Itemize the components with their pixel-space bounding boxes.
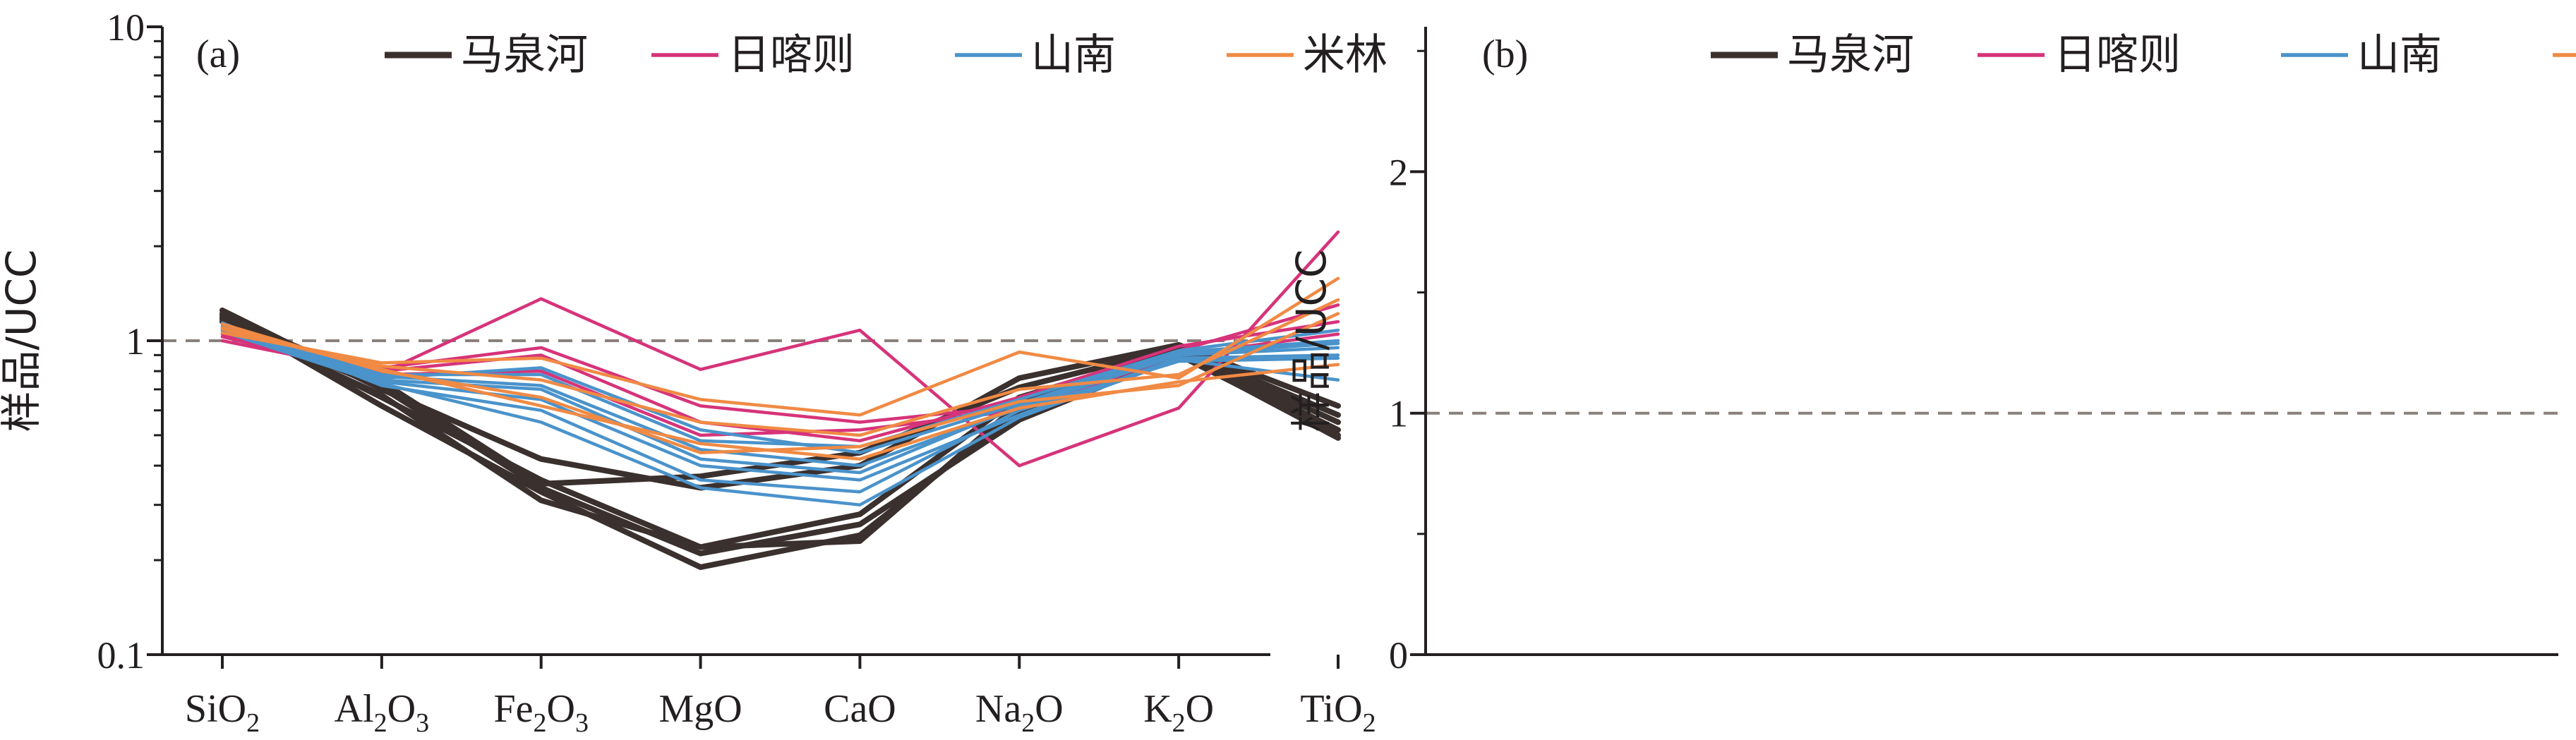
panel-label: (b): [1482, 32, 1528, 76]
y-tick-label: 0.1: [97, 634, 145, 677]
x-tick-text: O: [387, 687, 416, 731]
y-axis-label: 样品/UCC: [0, 250, 45, 432]
legend-item: 马泉河: [1711, 30, 1914, 80]
x-tick-subscript: 2: [374, 708, 387, 738]
x-tick-label: SiO2: [185, 687, 260, 738]
x-tick-text: O: [1186, 687, 1214, 731]
legend-item: 山南: [2281, 30, 2442, 80]
x-tick-label: CaO: [824, 687, 896, 731]
x-tick-text: TiO: [1300, 687, 1362, 731]
x-tick-text: Na: [975, 687, 1021, 731]
y-tick-label: 10: [107, 6, 145, 49]
y-tick-label: 1: [126, 320, 145, 363]
x-tick-subscript: 2: [246, 708, 260, 738]
x-tick-label: Fe2O3: [493, 687, 588, 738]
x-tick-label: TiO2: [1300, 687, 1376, 738]
legend-item: 日喀则: [651, 30, 855, 80]
x-tick-subscript: 3: [575, 708, 589, 738]
legend-item: 米林: [2553, 53, 2576, 57]
x-tick-text: CaO: [824, 687, 896, 731]
legend-item: 日喀则: [1978, 30, 2181, 80]
series-line: [220, 277, 1340, 417]
legend: 马泉河 日喀则 山南 米林: [385, 30, 1388, 80]
x-tick-text: SiO: [185, 687, 246, 731]
x-tick-subscript: 3: [416, 708, 429, 738]
series-line: [220, 327, 1340, 475]
legend-item: 山南: [955, 30, 1116, 80]
series-line: [220, 298, 1340, 437]
series-line: [220, 329, 1340, 507]
x-tick-text: O: [546, 687, 574, 731]
legend-label: 山南: [2357, 30, 2442, 80]
legend-label: 日喀则: [2054, 30, 2181, 80]
y-tick-label: 1: [1389, 393, 1408, 435]
x-tick-text: K: [1143, 687, 1172, 731]
legend-item: 米林: [1227, 30, 1388, 80]
legend-label: 马泉河: [461, 30, 588, 80]
x-tick-label: K2O: [1143, 687, 1214, 738]
series-line: [220, 326, 1340, 461]
legend-label: 山南: [1031, 30, 1116, 80]
x-tick-label: Al2O3: [335, 687, 429, 738]
x-tick-subscript: 2: [533, 708, 546, 738]
y-tick-label: 2: [1389, 151, 1408, 193]
x-tick-text: Fe: [493, 687, 533, 731]
legend-item: 马泉河: [385, 30, 588, 80]
x-tick-label: Na2O: [975, 687, 1064, 738]
series-group: [219, 230, 1341, 570]
y-axis-label: 样品/UCC: [1287, 250, 1335, 432]
x-tick-subscript: 2: [1172, 708, 1186, 738]
legend-label: 日喀则: [728, 30, 855, 80]
x-tick-text: Al: [335, 687, 374, 731]
x-tick-label: MgO: [658, 687, 742, 731]
y-tick-label: 0: [1389, 634, 1408, 677]
legend-label: 马泉河: [1787, 30, 1914, 80]
legend: 马泉河 日喀则 山南 米林: [1711, 30, 2576, 80]
x-tick-text: MgO: [658, 687, 742, 731]
x-tick-text: O: [1035, 687, 1063, 731]
panel-label: (a): [196, 32, 240, 76]
x-tick-subscript: 2: [1363, 708, 1376, 738]
legend-label: 米林: [1303, 30, 1388, 80]
x-tick-subscript: 2: [1021, 708, 1035, 738]
panel-b: 012LaCePrNdSmEuGdTbDyHoErTmYbLu样品/UCC(b)…: [1287, 27, 2576, 677]
